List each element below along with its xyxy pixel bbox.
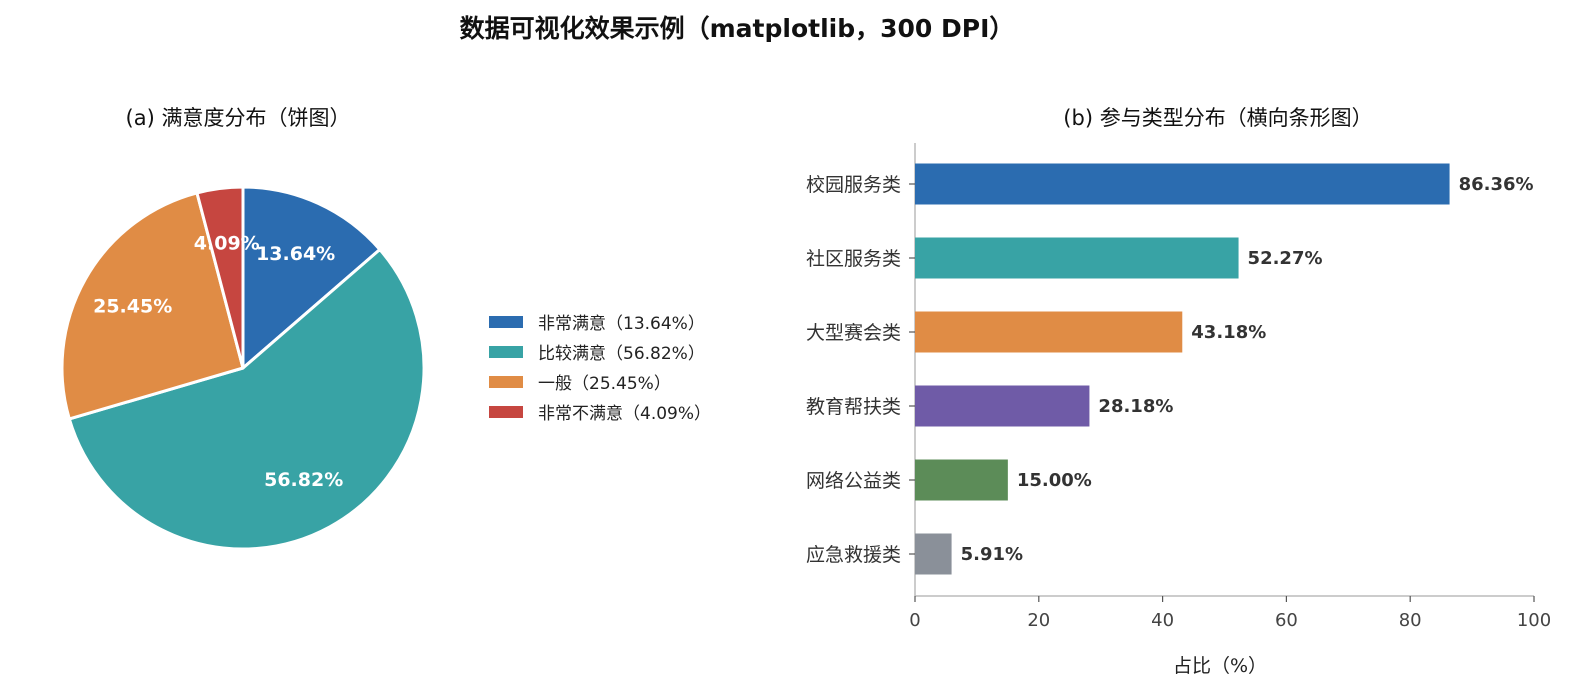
- bar: [915, 533, 952, 575]
- x-tick-label: 100: [1517, 610, 1551, 631]
- legend-swatch: [489, 376, 523, 388]
- bar-value-label: 5.91%: [961, 544, 1023, 565]
- bar-xlabel: 占比（%）: [1173, 655, 1267, 677]
- pie-title: (a) 满意度分布（饼图）: [126, 106, 351, 130]
- pie-slices: [60, 185, 426, 551]
- figure-title: 数据可视化效果示例（matplotlib，300 DPI）: [460, 14, 1015, 43]
- y-tick-label: 校园服务类: [806, 174, 901, 196]
- legend-label: 非常不满意（4.09%）: [538, 404, 711, 424]
- pie-chart: (a) 满意度分布（饼图） 13.64% 56.82% 25.45% 4.09% 非常…: [60, 106, 711, 551]
- y-tick-label: 应急救援类: [806, 544, 901, 566]
- bar-value-label: 43.18%: [1191, 322, 1266, 343]
- y-tick-label: 社区服务类: [806, 248, 901, 270]
- bar: [915, 237, 1239, 279]
- pie-slice-label: 13.64%: [256, 243, 335, 265]
- legend-swatch: [489, 316, 523, 328]
- bar: [915, 459, 1008, 501]
- bar: [915, 311, 1183, 353]
- y-tick-label: 网络公益类: [806, 470, 901, 492]
- pie-slice: [60, 191, 245, 421]
- bar: [915, 163, 1450, 205]
- bar-title: (b) 参与类型分布（横向条形图）: [1063, 106, 1372, 130]
- x-tick-label: 60: [1275, 610, 1298, 631]
- pie-legend: 非常满意（13.64%） 比较满意（56.82%） 一般（25.45%） 非常不满意（…: [489, 314, 711, 424]
- legend-label: 比较满意（56.82%）: [538, 344, 705, 364]
- x-tick-label: 0: [909, 610, 920, 631]
- y-tick-label: 大型赛会类: [806, 322, 901, 344]
- bar-chart: (b) 参与类型分布（横向条形图） 86.36% 52.27% 43.18% 28.1…: [806, 106, 1551, 677]
- pie-slice-label: 25.45%: [93, 296, 172, 318]
- x-tick-label: 80: [1399, 610, 1422, 631]
- pie-slice-label: 4.09%: [194, 232, 260, 254]
- bar-axes: [914, 143, 1534, 597]
- legend-swatch: [489, 406, 523, 418]
- pie-slice: [195, 185, 245, 370]
- pie-slice: [241, 185, 382, 370]
- y-tick-label: 教育帮扶类: [806, 396, 901, 418]
- legend-swatch: [489, 346, 523, 358]
- legend-label: 一般（25.45%）: [538, 374, 671, 394]
- bar-value-label: 52.27%: [1248, 248, 1323, 269]
- bar-marks: 86.36% 52.27% 43.18% 28.18% 15.00% 5.91%: [915, 163, 1534, 575]
- pie-labels: 13.64% 56.82% 25.45% 4.09%: [93, 232, 343, 491]
- bar-value-label: 15.00%: [1017, 470, 1092, 491]
- pie-slice: [67, 248, 426, 551]
- legend-label: 非常满意（13.64%）: [538, 314, 705, 334]
- x-tick-label: 20: [1027, 610, 1050, 631]
- x-tick-label: 40: [1151, 610, 1174, 631]
- bar-value-label: 86.36%: [1459, 174, 1534, 195]
- bar: [915, 385, 1090, 427]
- bar-value-label: 28.18%: [1098, 396, 1173, 417]
- pie-slice-label: 56.82%: [264, 469, 343, 491]
